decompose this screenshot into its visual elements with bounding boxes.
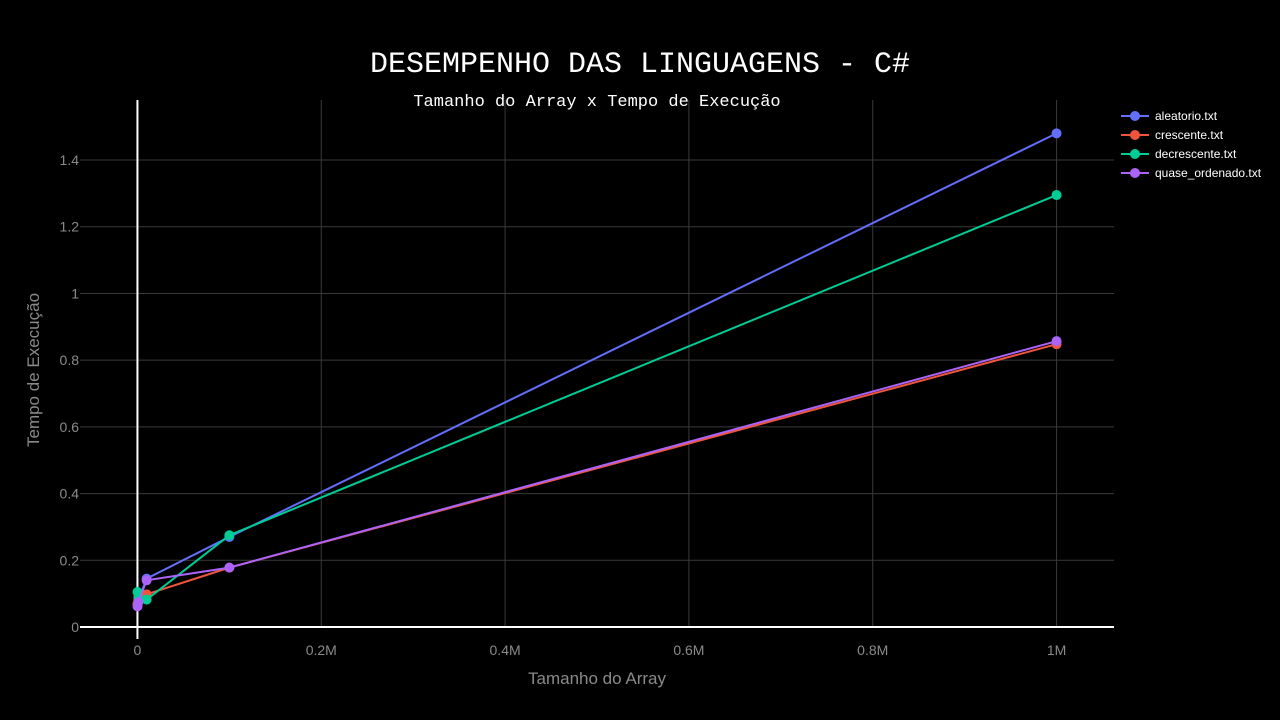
x-tick-label: 0.8M bbox=[857, 642, 888, 658]
series-group bbox=[132, 128, 1062, 612]
legend-swatch-marker bbox=[1130, 130, 1140, 140]
series-line bbox=[136, 194, 1057, 601]
data-point bbox=[141, 594, 152, 605]
series-line bbox=[136, 132, 1057, 605]
x-tick-label: 0.4M bbox=[490, 642, 521, 658]
y-tick-label: 0 bbox=[71, 619, 79, 635]
series-crescente-txt bbox=[132, 339, 1062, 609]
x-tick-label: 0.6M bbox=[673, 642, 704, 658]
y-tick-label: 1.4 bbox=[60, 152, 80, 168]
x-axis-title: Tamanho do Array bbox=[528, 669, 666, 688]
data-point bbox=[224, 530, 235, 541]
y-tick-label: 1.2 bbox=[60, 219, 80, 235]
y-axis-title: Tempo de Execução bbox=[24, 293, 43, 447]
x-tick-label: 1M bbox=[1047, 642, 1066, 658]
series-quase_ordenado-txt bbox=[132, 336, 1062, 612]
data-point bbox=[141, 575, 152, 586]
legend-swatch-marker bbox=[1130, 168, 1140, 178]
legend-label: crescente.txt bbox=[1155, 128, 1224, 142]
series-decrescente-txt bbox=[132, 190, 1062, 605]
y-tick-label: 0.2 bbox=[60, 552, 80, 568]
y-tick-label: 0.4 bbox=[60, 486, 80, 502]
data-point bbox=[1051, 128, 1062, 139]
y-tick-label: 1 bbox=[71, 285, 79, 301]
data-point bbox=[1051, 190, 1062, 201]
chart-title: DESEMPENHO DAS LINGUAGENS - C# bbox=[370, 48, 910, 82]
axes bbox=[80, 100, 1114, 639]
legend-item[interactable]: aleatorio.txt bbox=[1121, 109, 1218, 123]
legend-item[interactable]: quase_ordenado.txt bbox=[1121, 166, 1262, 180]
x-tick-label: 0 bbox=[134, 642, 142, 658]
y-tick-label: 0.8 bbox=[60, 352, 80, 368]
data-point bbox=[1051, 336, 1062, 347]
chart-subtitle: Tamanho do Array x Tempo de Execução bbox=[413, 93, 780, 112]
legend-label: decrescente.txt bbox=[1155, 147, 1237, 161]
x-tick-label: 0.2M bbox=[306, 642, 337, 658]
tick-labels: 0 0.2 0.4 0.6 0.8 1 1.2 1.4 0 0.2M 0.4M 0.6M 0.8M 1M bbox=[60, 152, 1067, 658]
data-point bbox=[224, 562, 235, 573]
legend-label: quase_ordenado.txt bbox=[1155, 166, 1262, 180]
legend-swatch-marker bbox=[1130, 111, 1140, 121]
legend-item[interactable]: decrescente.txt bbox=[1121, 147, 1237, 161]
legend-item[interactable]: crescente.txt bbox=[1121, 128, 1224, 142]
data-point bbox=[133, 596, 144, 607]
y-tick-label: 0.6 bbox=[60, 419, 80, 435]
grid-lines bbox=[80, 100, 1114, 627]
legend-label: aleatorio.txt bbox=[1155, 109, 1218, 123]
legend-swatch-marker bbox=[1130, 149, 1140, 159]
series-aleatorio-txt bbox=[132, 128, 1062, 610]
legend[interactable]: aleatorio.txt crescente.txt decrescente.tx… bbox=[1121, 109, 1262, 180]
